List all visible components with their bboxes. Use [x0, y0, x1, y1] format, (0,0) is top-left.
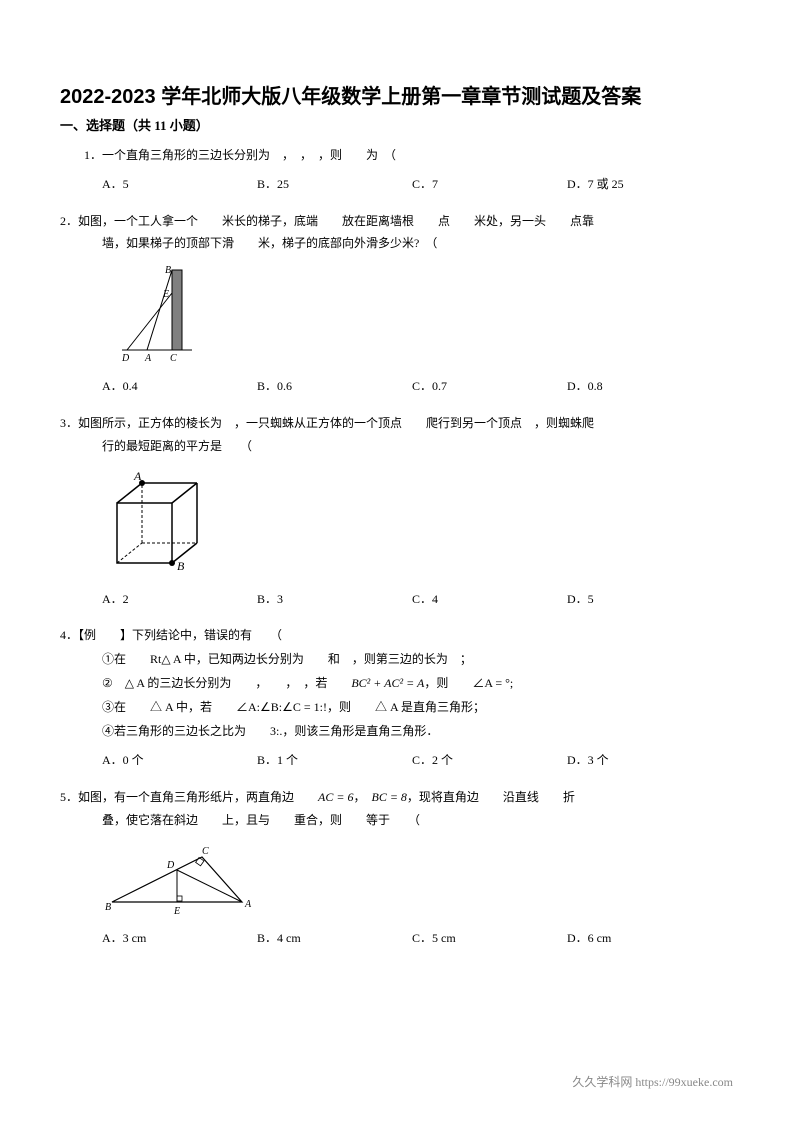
question-3: 3．如图所示，正方体的棱长为 ，一只蜘蛛从正方体的一个顶点 爬行到另一个顶点 ，…: [60, 412, 733, 610]
q2-line1: 2．如图，一个工人拿一个 米长的梯子，底端 放在距离墙根 点 米处，另一头 点靠: [60, 210, 733, 233]
footer-text: 久久学科网 https://99xueke.com: [572, 1073, 733, 1090]
q2-line2: 墙，如果梯子的顶部下滑 米，梯子的底部向外滑多少米? （: [60, 232, 733, 255]
q1-text: 1．一个直角三角形的三边长分别为 ， ， ，则 为 （: [60, 144, 733, 167]
q5-m2: BC = 8: [371, 790, 406, 804]
cube-e5: [172, 543, 197, 563]
tri-da: [177, 870, 242, 902]
ladder-1: [147, 270, 172, 350]
q4-s3: ③在 △ A 中，若 ∠A:∠B:∠C = 1:!，则 △ A 是直角三角形；: [60, 695, 733, 719]
label-b: B: [105, 902, 111, 913]
q4-s2-p1: ② △ A 的三边长分别为 ， ， ，若: [102, 676, 351, 690]
q5-options: A．3 cm B．4 cm C．5 cm D．6 cm: [60, 927, 733, 950]
q2-opt-d: D．0.8: [567, 375, 722, 398]
cube-e1: [117, 483, 142, 503]
q5-p1: 如图，有一个直角三角形纸片，两直角边: [78, 790, 318, 804]
section-header: 一、选择题（共 11 小题）: [60, 115, 733, 134]
q2-text: 如图，一个工人拿一个 米长的梯子，底端 放在距离墙根 点 米处，另一头 点靠: [78, 214, 594, 228]
label-a: A: [144, 353, 152, 364]
q5-opt-d: D．6 cm: [567, 927, 722, 950]
label-c: C: [202, 846, 209, 857]
q3-opt-d: D．5: [567, 588, 722, 611]
q1-options: A．5 B．25 C．7 D．7 或 25: [60, 173, 733, 196]
triangle-diagram: B E A D C: [102, 842, 262, 917]
q3-opt-a: A．2: [102, 588, 257, 611]
q5-opt-a: A．3 cm: [102, 927, 257, 950]
q4-num: 4．: [60, 628, 78, 642]
question-2: 2．如图，一个工人拿一个 米长的梯子，底端 放在距离墙根 点 米处，另一头 点靠…: [60, 210, 733, 398]
q1-opt-c: C．7: [412, 173, 567, 196]
q5-p3: ，现将直角边 沿直线 折: [407, 790, 575, 804]
q3-opt-c: C．4: [412, 588, 567, 611]
page-title: 2022-2023 学年北师大版八年级数学上册第一章章节测试题及答案: [60, 80, 733, 109]
q4-options: A．0 个 B．1 个 C．2 个 D．3 个: [60, 749, 733, 772]
label-a: A: [133, 469, 142, 483]
q4-s2: ② △ A 的三边长分别为 ， ， ，若 BC² + AC² = A，则 ∠A …: [60, 671, 733, 695]
q5-line2: 叠，使它落在斜边 上，且与 重合，则 等于 （: [60, 809, 733, 832]
q4-s2-p2: ，则 ∠A = °;: [424, 676, 513, 690]
q2-opt-c: C．0.7: [412, 375, 567, 398]
q5-p2: ，: [353, 790, 371, 804]
q4-s1: ①在 Rt△ A 中，已知两边长分别为 和 ，则第三边的长为 ；: [60, 647, 733, 671]
q3-opt-b: B．3: [257, 588, 412, 611]
q2-opt-b: B．0.6: [257, 375, 412, 398]
q2-opt-a: A．0.4: [102, 375, 257, 398]
label-d: D: [166, 860, 175, 871]
q3-line2: 行的最短距离的平方是 （: [60, 435, 733, 458]
question-4: 4．【例 】下列结论中，错误的有 （ ①在 Rt△ A 中，已知两边长分别为 和…: [60, 624, 733, 772]
q5-opt-b: B．4 cm: [257, 927, 412, 950]
q1-num: 1．: [84, 148, 102, 162]
q1-body: 一个直角三角形的三边长分别为 ， ， ，则 为 （: [102, 148, 396, 162]
q4-s2-math: BC² + AC² = A: [351, 676, 424, 690]
q2-figure: B E D A C: [60, 265, 733, 365]
ladder-diagram: B E D A C: [102, 265, 212, 365]
q4-opt-d: D．3 个: [567, 749, 722, 772]
q1-opt-a: A．5: [102, 173, 257, 196]
q3-text: 如图所示，正方体的棱长为 ，一只蜘蛛从正方体的一个顶点 爬行到另一个顶点 ，则蜘…: [78, 416, 594, 430]
question-5: 5．如图，有一个直角三角形纸片，两直角边 AC = 6， BC = 8，现将直角…: [60, 786, 733, 949]
q4-text: 【例 】下列结论中，错误的有 （: [78, 628, 282, 642]
question-1: 1．一个直角三角形的三边长分别为 ， ， ，则 为 （ A．5 B．25 C．7…: [60, 144, 733, 196]
q2-num: 2．: [60, 214, 78, 228]
q3-options: A．2 B．3 C．4 D．5: [60, 588, 733, 611]
dot-b: [169, 560, 175, 566]
q3-line1: 3．如图所示，正方体的棱长为 ，一只蜘蛛从正方体的一个顶点 爬行到另一个顶点 ，…: [60, 412, 733, 435]
q5-line1: 5．如图，有一个直角三角形纸片，两直角边 AC = 6， BC = 8，现将直角…: [60, 786, 733, 809]
label-b: B: [177, 559, 185, 573]
cube-e2: [172, 483, 197, 503]
q4-opt-a: A．0 个: [102, 749, 257, 772]
q5-m1: AC = 6: [318, 790, 353, 804]
label-c: C: [170, 353, 177, 364]
label-e: E: [173, 906, 180, 917]
q4-line1: 4．【例 】下列结论中，错误的有 （: [60, 624, 733, 647]
q4-opt-b: B．1 个: [257, 749, 412, 772]
q5-opt-c: C．5 cm: [412, 927, 567, 950]
q1-opt-d: D．7 或 25: [567, 173, 722, 196]
label-d: D: [121, 353, 130, 364]
cube-diagram: A B: [102, 468, 212, 578]
wall-rect: [172, 270, 182, 350]
q4-opt-c: C．2 个: [412, 749, 567, 772]
q2-options: A．0.4 B．0.6 C．0.7 D．0.8: [60, 375, 733, 398]
label-b: B: [165, 265, 171, 276]
label-e: E: [162, 289, 169, 300]
cube-d1: [117, 543, 142, 563]
q3-num: 3．: [60, 416, 78, 430]
q5-figure: B E A D C: [60, 842, 733, 917]
label-a: A: [244, 899, 252, 910]
q1-opt-b: B．25: [257, 173, 412, 196]
cube-front: [117, 503, 172, 563]
q5-num: 5．: [60, 790, 78, 804]
q4-s4: ④若三角形的三边长之比为 3:.，则该三角形是直角三角形．: [60, 719, 733, 743]
q3-figure: A B: [60, 468, 733, 578]
right-angle-e: [177, 896, 182, 901]
